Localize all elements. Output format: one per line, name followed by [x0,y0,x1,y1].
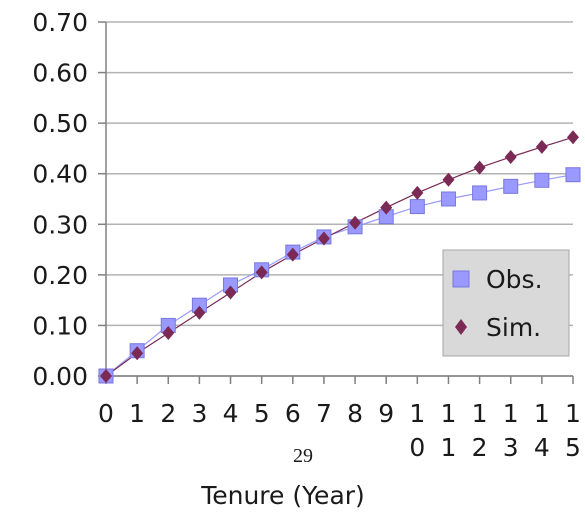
data-point-obs [534,172,550,188]
x-tick-label: 0 [98,399,114,428]
data-point-sim [473,160,486,175]
y-tick-label: 0.70 [32,8,88,37]
legend-box [442,249,570,357]
y-tick-label: 0.30 [32,210,88,239]
page-number: 29 [293,445,313,467]
x-tick-label: 1 [441,433,457,462]
legend-obs-label: Obs. [486,265,543,294]
y-tick-label: 0.40 [32,160,88,189]
data-markers [98,130,581,384]
legend-obs-marker [452,270,470,288]
data-point-sim [286,247,299,262]
y-tick-label: 0.20 [32,261,88,290]
legend-sim-marker [455,319,467,335]
data-point-obs [472,185,488,201]
data-point-obs [409,199,425,215]
x-tick-label: 1 [565,399,581,428]
data-point-obs [565,167,581,183]
gridlines [106,21,573,377]
x-tick-label: 0 [409,433,425,462]
data-point-sim [442,172,455,187]
x-tick-label: 5 [254,399,270,428]
x-tick-label: 5 [565,433,581,462]
y-tick-label: 0.50 [32,109,88,138]
y-tick-label: 0.00 [32,362,88,391]
data-point-sim [162,326,175,341]
x-tick-label: 2 [160,399,176,428]
data-point-sim [349,215,362,230]
data-point-sim [380,200,393,215]
axes [98,21,574,384]
series-line-sim [105,136,574,377]
y-tick-label: 0.60 [32,59,88,88]
data-point-sim [131,346,144,361]
x-tick-label: 9 [378,399,394,428]
data-point-sim [193,305,206,320]
legend-sim-label: Sim. [486,313,541,342]
x-tick-label: 4 [223,399,239,428]
x-tick-label: 1 [534,399,550,428]
x-tick-label: 4 [534,433,550,462]
data-point-sim [411,185,424,200]
x-tick-label: 7 [316,399,332,428]
series-line-obs [105,174,574,377]
x-tick-label: 3 [503,433,519,462]
x-axis-title: Tenure (Year) [200,481,365,510]
y-tick-label: 0.10 [32,311,88,340]
x-tick-label: 1 [503,399,519,428]
legend: Obs. Sim. [442,249,570,357]
y-tick-labels: 0.00 0.10 0.20 0.30 0.40 0.50 0.60 0.70 [32,8,88,391]
data-point-sim [567,130,579,145]
data-point-obs [503,178,519,194]
data-point-sim [535,139,548,154]
data-point-sim [317,231,330,246]
data-point-sim [504,150,517,165]
x-tick-label: 8 [347,399,363,428]
x-tick-label: 6 [285,399,301,428]
data-point-obs [440,191,456,207]
x-tick-label: 3 [191,399,207,428]
x-tick-label: 1 [129,399,145,428]
data-point-sim [100,369,112,383]
x-tick-label: 2 [472,433,488,462]
data-point-sim [224,285,237,300]
x-tick-label: 1 [441,399,457,428]
x-tick-label: 1 [472,399,488,428]
series-lines [105,136,574,377]
x-tick-label: 1 [409,399,425,428]
data-point-sim [255,265,268,280]
